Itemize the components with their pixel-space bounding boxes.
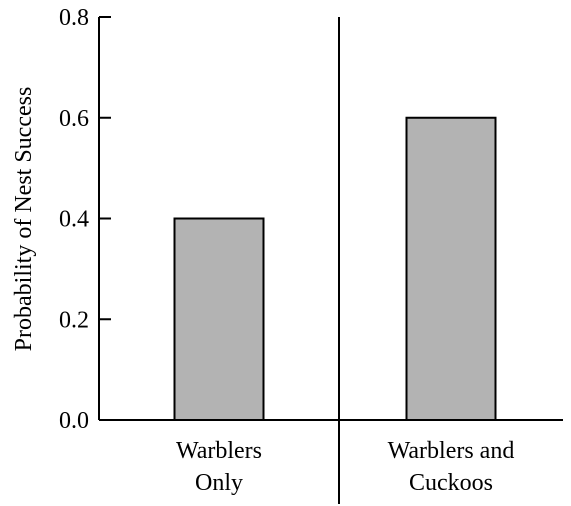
bars [173, 116, 497, 421]
x-tick-label: Cuckoos [409, 470, 493, 496]
y-tick-label: 0.4 [59, 207, 89, 233]
y-axis-label: Probability of Nest Success [11, 87, 37, 352]
x-tick-label: Warblers and [388, 438, 515, 464]
bar [405, 116, 497, 421]
x-tick-labels: Warblers Only Warblers and Cuckoos [176, 438, 514, 496]
y-tick-label: 0.6 [59, 106, 89, 132]
x-tick-label: Warblers [176, 438, 262, 464]
y-tick-label: 0.0 [59, 408, 89, 434]
y-tick-label: 0.2 [59, 307, 89, 333]
y-ticks: 0.0 0.2 0.4 0.6 0.8 [59, 5, 111, 434]
y-tick-label: 0.8 [59, 5, 89, 31]
x-tick-label: Only [195, 470, 243, 496]
bar [173, 217, 265, 421]
